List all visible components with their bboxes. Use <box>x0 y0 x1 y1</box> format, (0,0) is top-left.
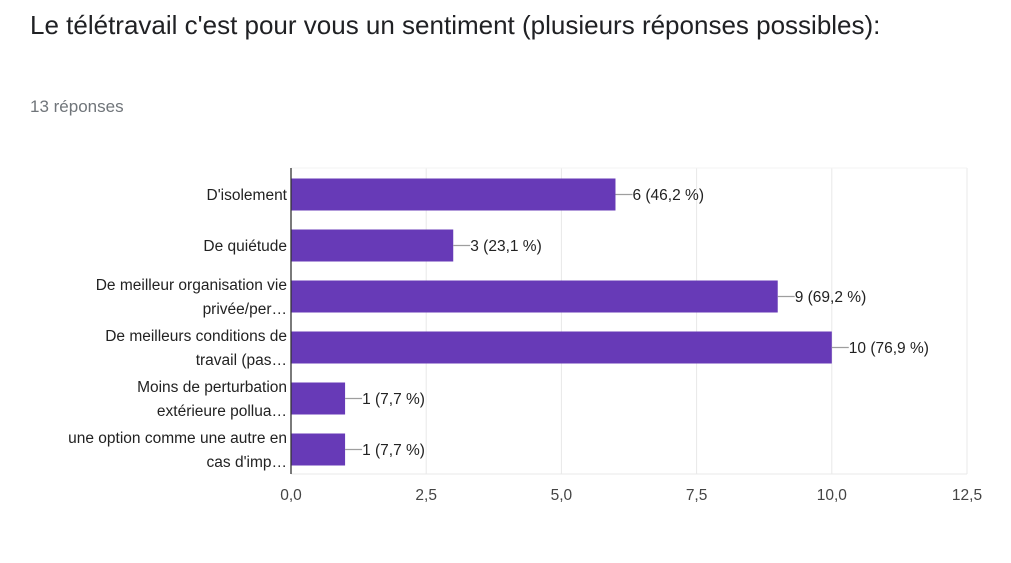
category-label: une option comme une autre en <box>68 430 287 447</box>
category-label: privée/per… <box>203 301 287 318</box>
data-label: 1 (7,7 %) <box>362 442 425 459</box>
bar <box>291 229 454 262</box>
category-label: De meilleur organisation vie <box>96 277 287 294</box>
x-tick-label: 12,5 <box>952 487 982 504</box>
bar <box>291 382 346 415</box>
category-label: Moins de perturbation <box>137 379 287 396</box>
x-tick-label: 7,5 <box>686 487 708 504</box>
x-tick-label: 0,0 <box>280 487 302 504</box>
category-label: D'isolement <box>207 187 288 204</box>
bar <box>291 433 346 466</box>
data-label: 9 (69,2 %) <box>795 289 867 306</box>
category-label: De quiétude <box>203 238 287 255</box>
category-label: De meilleurs conditions de <box>105 328 287 345</box>
x-tick-label: 2,5 <box>415 487 437 504</box>
x-tick-label: 5,0 <box>551 487 573 504</box>
bar <box>291 280 778 313</box>
data-label: 1 (7,7 %) <box>362 391 425 408</box>
data-label: 10 (76,9 %) <box>849 340 929 357</box>
category-label: cas d'imp… <box>207 454 287 471</box>
x-tick-label: 10,0 <box>817 487 848 504</box>
bar <box>291 331 832 364</box>
category-label: travail (pas… <box>196 352 287 369</box>
response-count: 13 réponses <box>30 97 124 116</box>
category-label: extérieure pollua… <box>157 403 287 420</box>
question-title: Le télétravail c'est pour vous un sentim… <box>30 10 881 40</box>
bar <box>291 178 616 211</box>
data-label: 3 (23,1 %) <box>470 238 542 255</box>
data-label: 6 (46,2 %) <box>632 187 704 204</box>
